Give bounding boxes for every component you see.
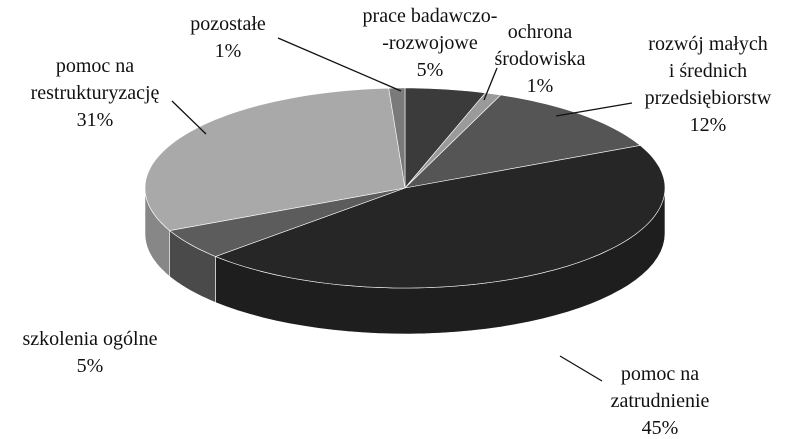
label-line: szkolenia ogólne (23, 328, 158, 350)
slice (404, 94, 642, 189)
slice (168, 187, 406, 257)
slice-label: ochrona środowiska (494, 21, 585, 70)
slice (404, 87, 486, 189)
value-label: 1% (215, 40, 242, 62)
leader-line (277, 37, 402, 92)
value-label: 1% (527, 75, 554, 97)
slice-label: rozwój małych i średnich przedsiębiorstw (645, 33, 772, 109)
slice (144, 87, 406, 231)
value-label: 31% (77, 109, 114, 131)
slice-label: pomoc na restrukturyzację (31, 55, 160, 104)
label-line: rozwój małych (648, 33, 767, 55)
leader-line (483, 67, 498, 101)
label-line: przedsiębiorstw (645, 87, 772, 109)
leader-line (171, 100, 207, 135)
label-line: zatrudnienie (611, 390, 710, 412)
slice (388, 87, 406, 189)
value-label: 45% (642, 417, 679, 439)
slice-label: pozostałe (190, 13, 266, 35)
label-line: restrukturyzację (31, 82, 160, 104)
label-line: -rozwojowe (382, 32, 478, 54)
label-line: pomoc na (56, 55, 134, 77)
leader-line (555, 102, 633, 117)
label-line: ochrona (508, 21, 573, 43)
slice-label: szkolenia ogólne (23, 328, 158, 350)
leader-line (559, 355, 603, 382)
slice-label: prace badawczo- -rozwojowe (363, 5, 498, 54)
label-line: prace badawczo- (363, 5, 498, 27)
value-label: 5% (77, 355, 104, 377)
label-line: pomoc na (621, 363, 699, 385)
value-label: 12% (690, 114, 727, 136)
label-line: pozostałe (190, 13, 266, 35)
label-line: środowiska (494, 48, 585, 70)
value-label: 5% (417, 59, 444, 81)
label-line: i średnich (669, 60, 747, 82)
slice-label: pomoc na zatrudnienie (611, 363, 710, 412)
slice (214, 145, 666, 289)
